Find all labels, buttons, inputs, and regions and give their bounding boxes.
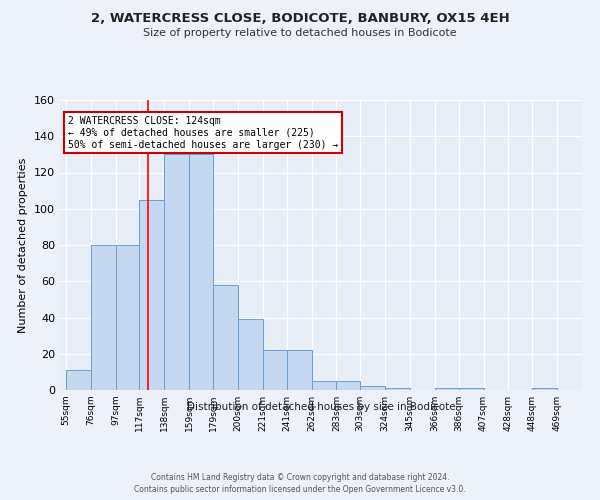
Bar xyxy=(91,245,116,390)
Bar xyxy=(66,370,91,390)
Text: Distribution of detached houses by size in Bodicote: Distribution of detached houses by size … xyxy=(187,402,455,412)
Text: Size of property relative to detached houses in Bodicote: Size of property relative to detached ho… xyxy=(143,28,457,38)
Bar xyxy=(116,245,139,390)
Bar xyxy=(385,388,410,390)
Bar xyxy=(213,285,238,390)
Bar xyxy=(287,350,311,390)
Bar xyxy=(360,386,385,390)
Bar xyxy=(164,154,190,390)
Text: Contains HM Land Registry data © Crown copyright and database right 2024.
Contai: Contains HM Land Registry data © Crown c… xyxy=(134,472,466,494)
Bar xyxy=(337,381,360,390)
Bar xyxy=(238,320,263,390)
Bar xyxy=(139,200,164,390)
Bar xyxy=(311,381,337,390)
Bar xyxy=(263,350,287,390)
Text: 2 WATERCRESS CLOSE: 124sqm
← 49% of detached houses are smaller (225)
50% of sem: 2 WATERCRESS CLOSE: 124sqm ← 49% of deta… xyxy=(68,116,338,150)
Text: 2, WATERCRESS CLOSE, BODICOTE, BANBURY, OX15 4EH: 2, WATERCRESS CLOSE, BODICOTE, BANBURY, … xyxy=(91,12,509,26)
Bar xyxy=(435,388,458,390)
Bar xyxy=(458,388,484,390)
Bar xyxy=(190,154,213,390)
Y-axis label: Number of detached properties: Number of detached properties xyxy=(19,158,28,332)
Bar xyxy=(532,388,557,390)
